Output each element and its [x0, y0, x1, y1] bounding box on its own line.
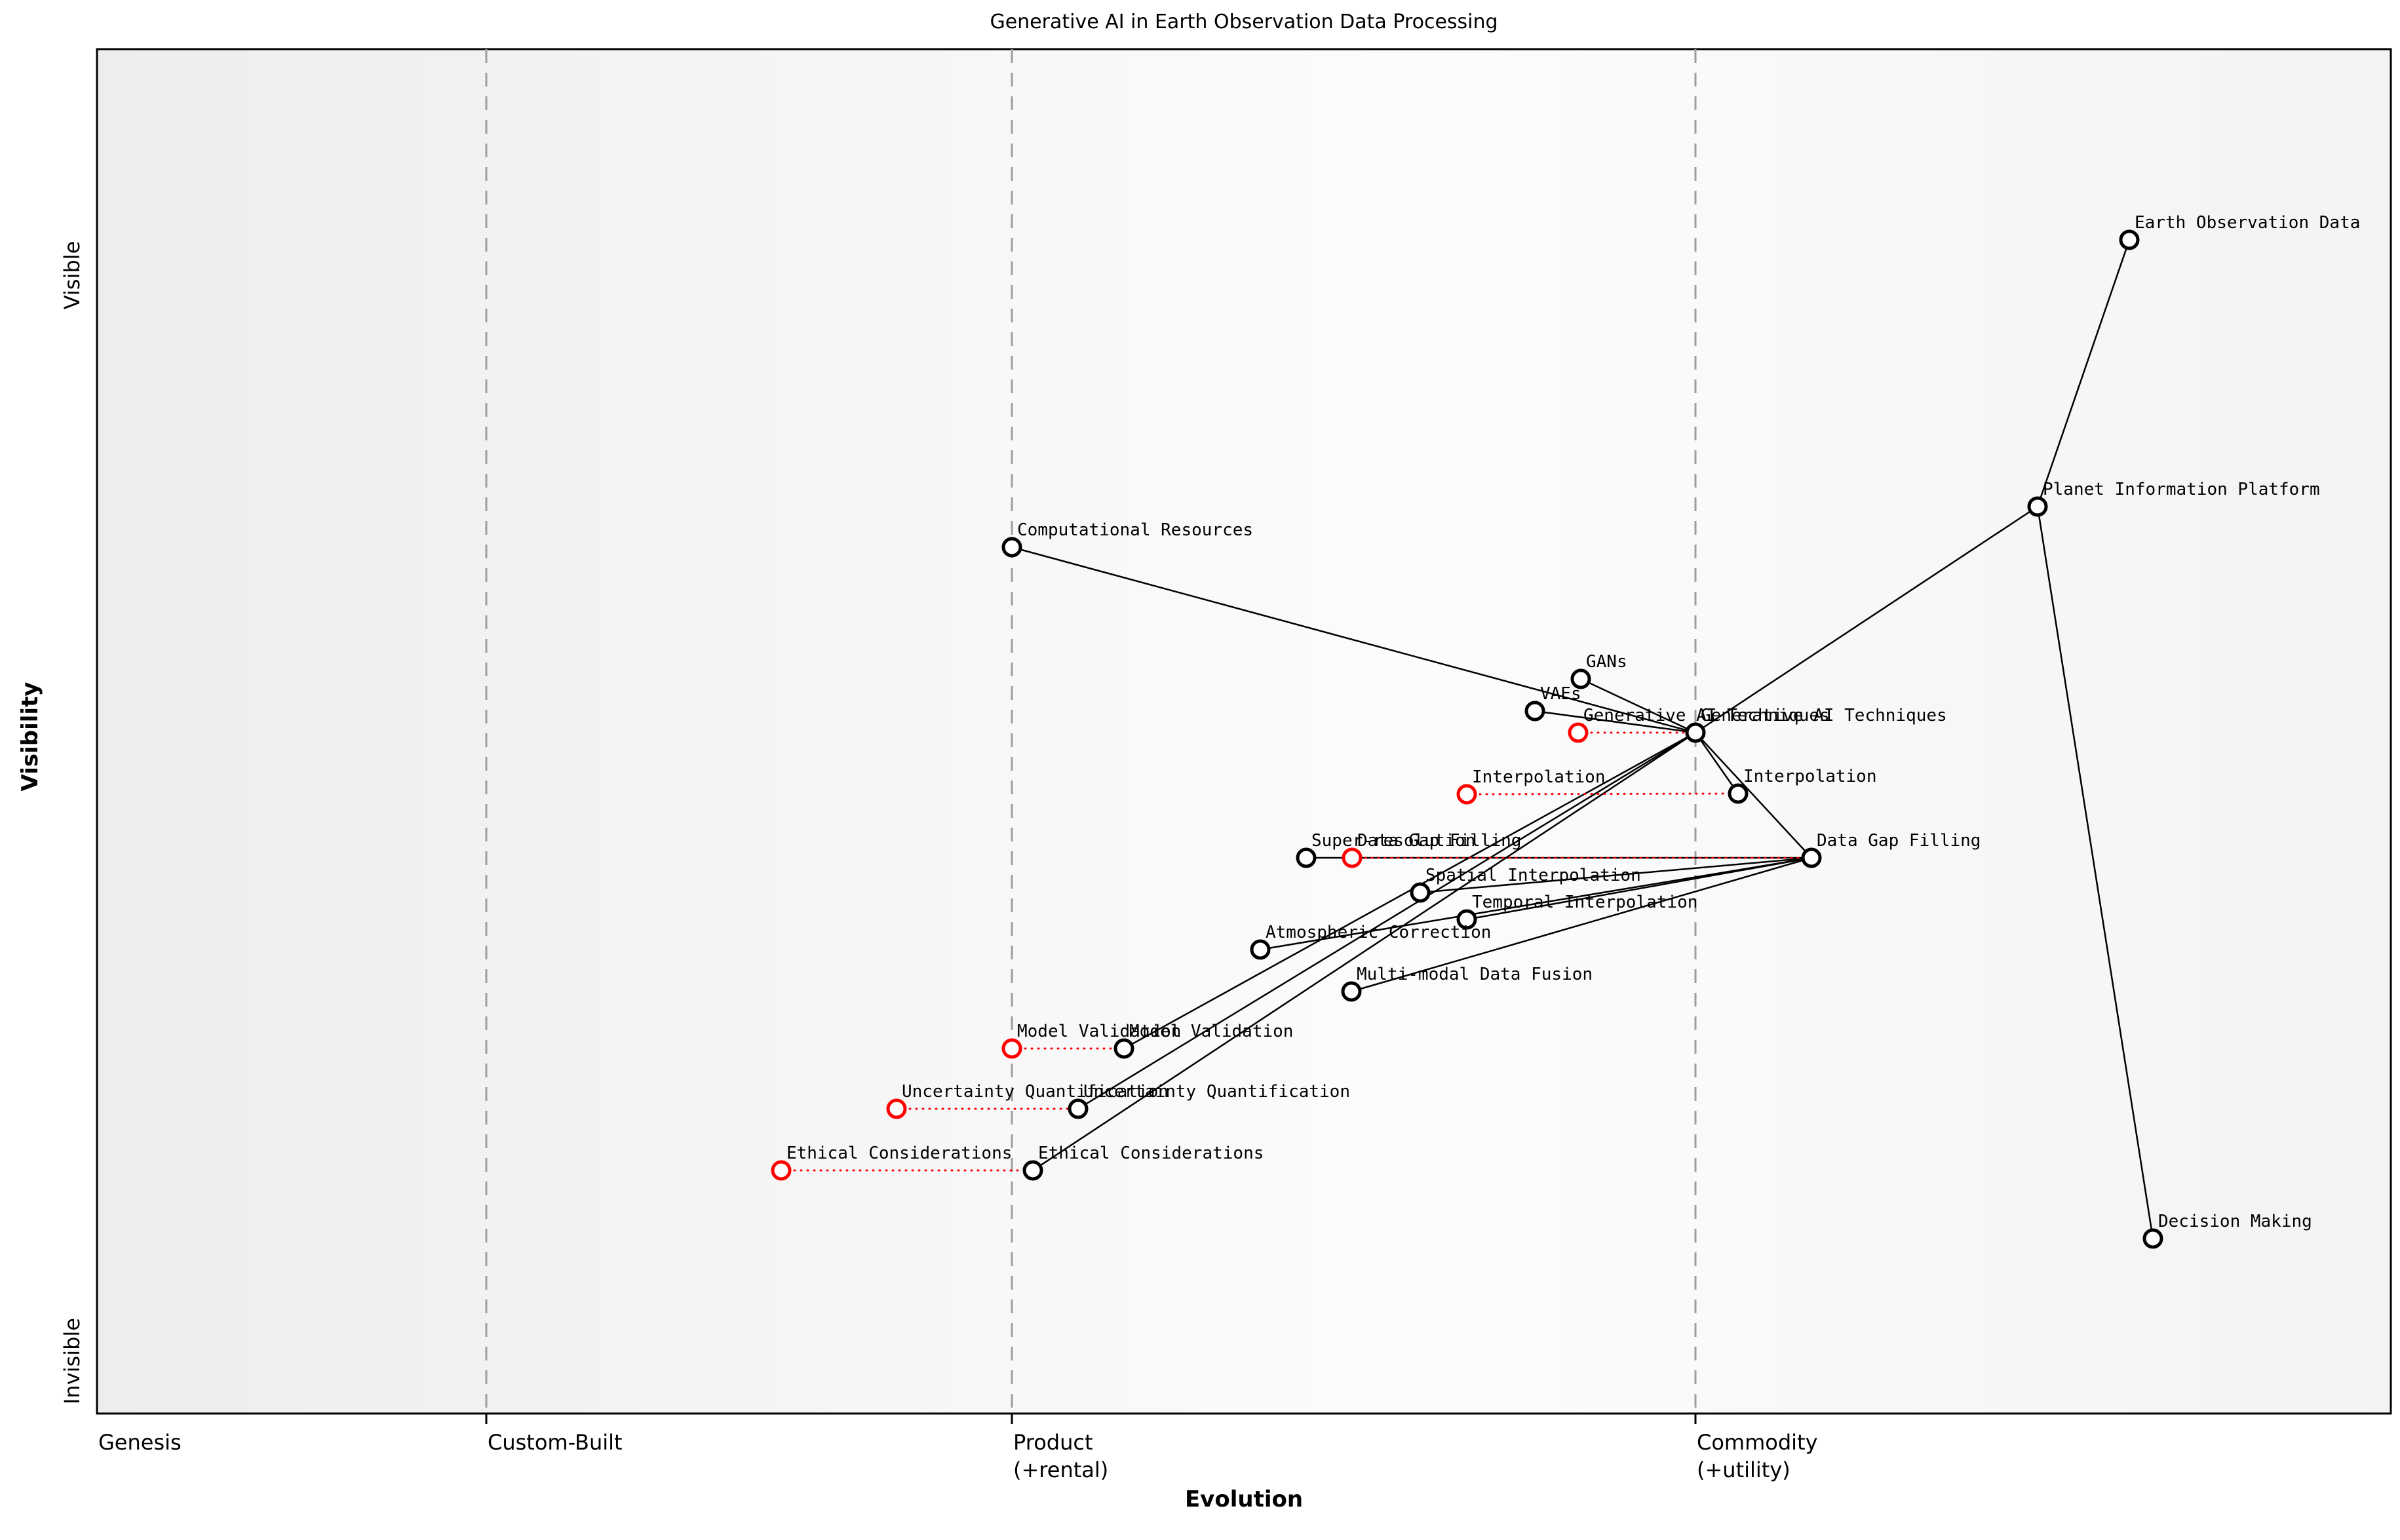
map-node-uq: [1068, 1098, 1089, 1119]
y-tick-visible: Visible: [60, 241, 85, 310]
map-node-dgf: [1801, 847, 1822, 868]
map-node-mv: [1113, 1038, 1134, 1059]
map-node-dm: [2142, 1228, 2163, 1249]
y-axis-title: Visibility: [17, 682, 43, 792]
edge-spatial-dgf: [1420, 857, 1812, 894]
map-node-ec_past: [771, 1160, 792, 1181]
map-node-mv_past: [1001, 1038, 1022, 1059]
map-node-genai_past: [1568, 722, 1589, 743]
edge-genai-ec: [1032, 731, 1696, 1172]
edge-atmos-dgf: [1260, 857, 1812, 951]
edge-pip-genai: [1695, 505, 2038, 734]
plot-area: [96, 48, 2392, 1415]
map-node-vaes: [1524, 701, 1545, 722]
map-node-genai: [1685, 722, 1706, 743]
map-node-mmdf: [1341, 981, 1362, 1002]
map-node-ec: [1022, 1160, 1043, 1181]
edge-gans-genai: [1580, 678, 1696, 734]
edge-genai-dgf: [1695, 732, 1812, 858]
map-node-eod: [2119, 229, 2140, 250]
y-tick-invisible: Invisible: [60, 1318, 85, 1404]
map-node-interp: [1728, 783, 1749, 804]
x-axis-title: Evolution: [1184, 1486, 1304, 1512]
edge-pip-dm: [2036, 506, 2154, 1239]
map-node-superres: [1296, 847, 1317, 868]
map-node-dgf_past: [1342, 847, 1363, 868]
map-node-temporal: [1456, 909, 1477, 930]
map-node-gans: [1570, 668, 1591, 689]
edge-genai-uq: [1077, 731, 1696, 1110]
edge-genai-interp: [1694, 732, 1739, 794]
map-node-interp_past: [1456, 784, 1477, 805]
map-node-pip: [2027, 496, 2048, 517]
chart-title: Generative AI in Earth Observation Data …: [990, 10, 1498, 33]
map-node-spatial: [1410, 882, 1431, 903]
edge-mmdf-dgf: [1351, 857, 1812, 993]
edge-eod-pip: [2036, 239, 2131, 507]
map-node-uq_past: [886, 1098, 907, 1119]
map-node-atmos: [1250, 939, 1271, 960]
edge-vaes-genai: [1534, 710, 1696, 734]
map-node-comp: [1001, 537, 1022, 558]
edge-genai-mv: [1123, 731, 1696, 1050]
edge-comp-genai: [1011, 546, 1696, 734]
